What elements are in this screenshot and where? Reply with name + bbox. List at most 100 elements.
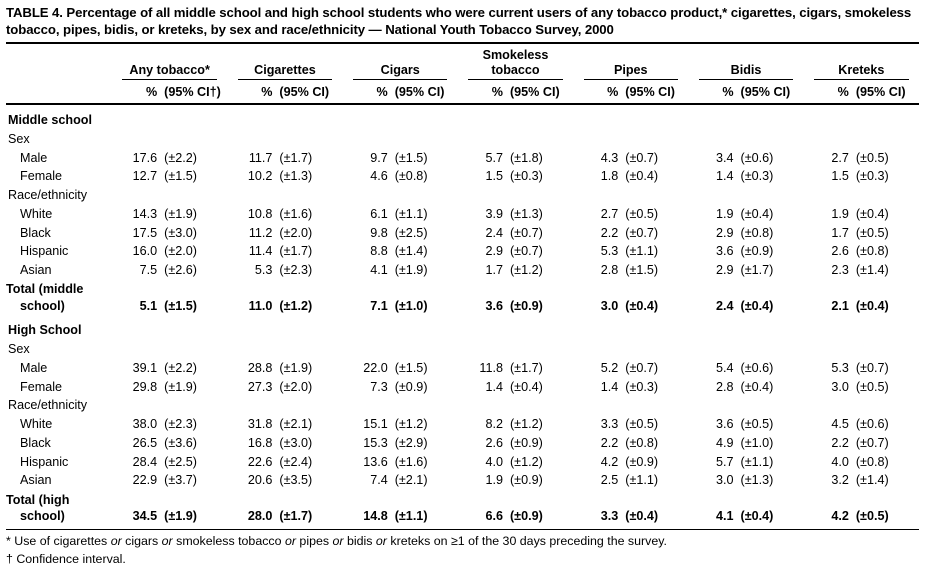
percent-value: 2.8 <box>716 379 734 394</box>
confidence-interval-value: (±3.5) <box>279 473 313 488</box>
value-cell: 16.0 (±2.0) <box>112 242 227 261</box>
percent-value: 2.2 <box>600 225 619 240</box>
table-row: Male 39.1 (±2.2) 28.8 (±1.9) 22.0 (±1.5) 11.8 (±… <box>6 358 919 377</box>
confidence-interval-value: (±0.3) <box>509 169 543 184</box>
column-subheader: % (95% CI) <box>573 80 689 105</box>
percent-value: 4.5 <box>831 417 849 432</box>
value-cell: 4.0 (±0.8) <box>804 452 919 471</box>
table-row: Hispanic 16.0 (±2.0) 11.4 (±1.7) 8.8 (±1.4) 2.9… <box>6 242 919 261</box>
percent-value: 1.4 <box>716 169 734 184</box>
value-cell: 9.7 (±1.5) <box>343 148 458 167</box>
value-cell: 1.4 (±0.4) <box>458 377 573 396</box>
percent-value: 15.3 <box>363 435 388 450</box>
confidence-interval-value: (±0.7) <box>625 150 659 165</box>
value-pair: 16.8 (±3.0) <box>227 436 342 450</box>
value-cell: 7.5 (±2.6) <box>112 261 227 280</box>
confidence-interval-value: (±1.3) <box>740 473 774 488</box>
column-group-header: Kreteks <box>804 46 919 80</box>
confidence-interval-value: (±1.9) <box>279 360 313 375</box>
value-cell: 3.9 (±1.3) <box>458 204 573 223</box>
confidence-interval-value: (±0.7) <box>855 435 889 450</box>
confidence-interval-value: (±1.1) <box>625 473 659 488</box>
row-label: school) <box>20 509 65 524</box>
confidence-interval-value: (±0.7) <box>509 225 543 240</box>
value-pair: % (95% CI) <box>573 85 688 99</box>
value-cell: 7.3 (±0.9) <box>343 377 458 396</box>
column-group-header: Cigarettes <box>227 46 342 80</box>
value-cell: 11.0 (±1.2) <box>227 296 342 315</box>
row-label: Hispanic <box>20 244 69 259</box>
value-pair: 22.0 (±1.5) <box>343 361 458 375</box>
percent-value: 29.8 <box>132 379 158 394</box>
value-pair: 38.0 (±2.3) <box>112 417 227 431</box>
value-cell: 2.8 (±1.5) <box>573 261 688 280</box>
value-pair: 22.6 (±2.4) <box>227 455 342 469</box>
percent-value: 11.2 <box>248 225 273 240</box>
value-pair: 3.0 (±0.5) <box>804 380 919 394</box>
value-cell: 5.1 (±1.5) <box>112 296 227 315</box>
value-cell: 6.6 (±0.9) <box>458 507 573 526</box>
value-pair: % (95% CI) <box>227 85 342 99</box>
table-row: Male 17.6 (±2.2) 11.7 (±1.7) 9.7 (±1.5) 5.7 (±1.… <box>6 148 919 167</box>
title-rule <box>6 42 919 44</box>
percent-value: 3.0 <box>600 299 619 314</box>
confidence-interval-value: (±1.1) <box>394 206 428 221</box>
confidence-interval-value: (±3.7) <box>164 473 197 488</box>
confidence-interval-value: (±1.9) <box>164 509 197 524</box>
column-subheader: % (95% CI) <box>688 80 804 105</box>
value-pair: 4.6 (±0.8) <box>343 169 458 183</box>
value-cell: 4.0 (±1.2) <box>458 452 573 471</box>
confidence-interval-value: (±0.9) <box>509 299 543 314</box>
percent-value: 2.9 <box>716 225 734 240</box>
value-cell: 22.6 (±2.4) <box>227 452 342 471</box>
row-label: Race/ethnicity <box>8 398 88 413</box>
value-cell: 9.8 (±2.5) <box>343 223 458 242</box>
value-pair: 29.8 (±1.9) <box>112 380 227 394</box>
row-label: Female <box>20 379 62 394</box>
percent-value: 3.6 <box>716 417 734 432</box>
value-cell: 2.7 (±0.5) <box>573 204 688 223</box>
confidence-interval-value: (±1.4) <box>855 263 889 278</box>
value-pair: 27.3 (±2.0) <box>227 380 342 394</box>
percent-value: 13.6 <box>363 454 388 469</box>
value-cell: 2.3 (±1.4) <box>804 261 919 280</box>
confidence-interval-value: (±0.3) <box>855 169 889 184</box>
row-label: Hispanic <box>20 454 69 469</box>
value-pair: 28.8 (±1.9) <box>227 361 342 375</box>
value-pair: 6.6 (±0.9) <box>458 509 573 523</box>
value-cell: 14.8 (±1.1) <box>343 507 458 526</box>
percent-value: 9.8 <box>370 225 388 240</box>
column-subheader: % (95% CI†) <box>112 80 228 105</box>
value-pair: 2.6 (±0.9) <box>458 436 573 450</box>
percent-value: 22.0 <box>363 360 388 375</box>
value-pair: 8.8 (±1.4) <box>343 244 458 258</box>
value-cell: 3.4 (±0.6) <box>688 148 803 167</box>
value-cell: 3.0 (±1.3) <box>688 471 803 490</box>
value-pair: 5.3 (±0.7) <box>804 361 919 375</box>
value-pair: 5.3 (±2.3) <box>227 263 342 277</box>
value-pair: 2.6 (±0.8) <box>804 244 919 258</box>
value-pair: 1.8 (±0.4) <box>573 169 688 183</box>
value-cell: 2.4 (±0.4) <box>688 296 803 315</box>
value-pair: 1.9 (±0.9) <box>458 473 573 487</box>
column-group-label: Bidis <box>698 63 794 80</box>
percent-value: 14.3 <box>132 206 158 221</box>
percent-value: 5.2 <box>600 360 619 375</box>
confidence-interval-value: (±2.0) <box>279 225 313 240</box>
percent-value: 1.9 <box>831 206 849 221</box>
value-cell: 3.2 (±1.4) <box>804 471 919 490</box>
confidence-interval-value: (±2.9) <box>394 435 428 450</box>
confidence-interval-value: (±3.6) <box>164 435 197 450</box>
value-pair: 39.1 (±2.2) <box>112 361 227 375</box>
percent-value: 3.3 <box>600 509 619 524</box>
confidence-interval-value: (95% CI) <box>279 85 330 99</box>
confidence-interval-value: (±0.9) <box>509 435 543 450</box>
confidence-interval-value: (±2.5) <box>164 454 197 469</box>
percent-value: 2.6 <box>485 435 503 450</box>
value-pair: 2.3 (±1.4) <box>804 263 919 277</box>
confidence-interval-value: (±0.8) <box>855 244 889 259</box>
value-pair: 15.1 (±1.2) <box>343 417 458 431</box>
row-label: Female <box>20 169 62 184</box>
value-pair: 4.3 (±0.7) <box>573 151 688 165</box>
percent-value: 28.4 <box>132 454 158 469</box>
